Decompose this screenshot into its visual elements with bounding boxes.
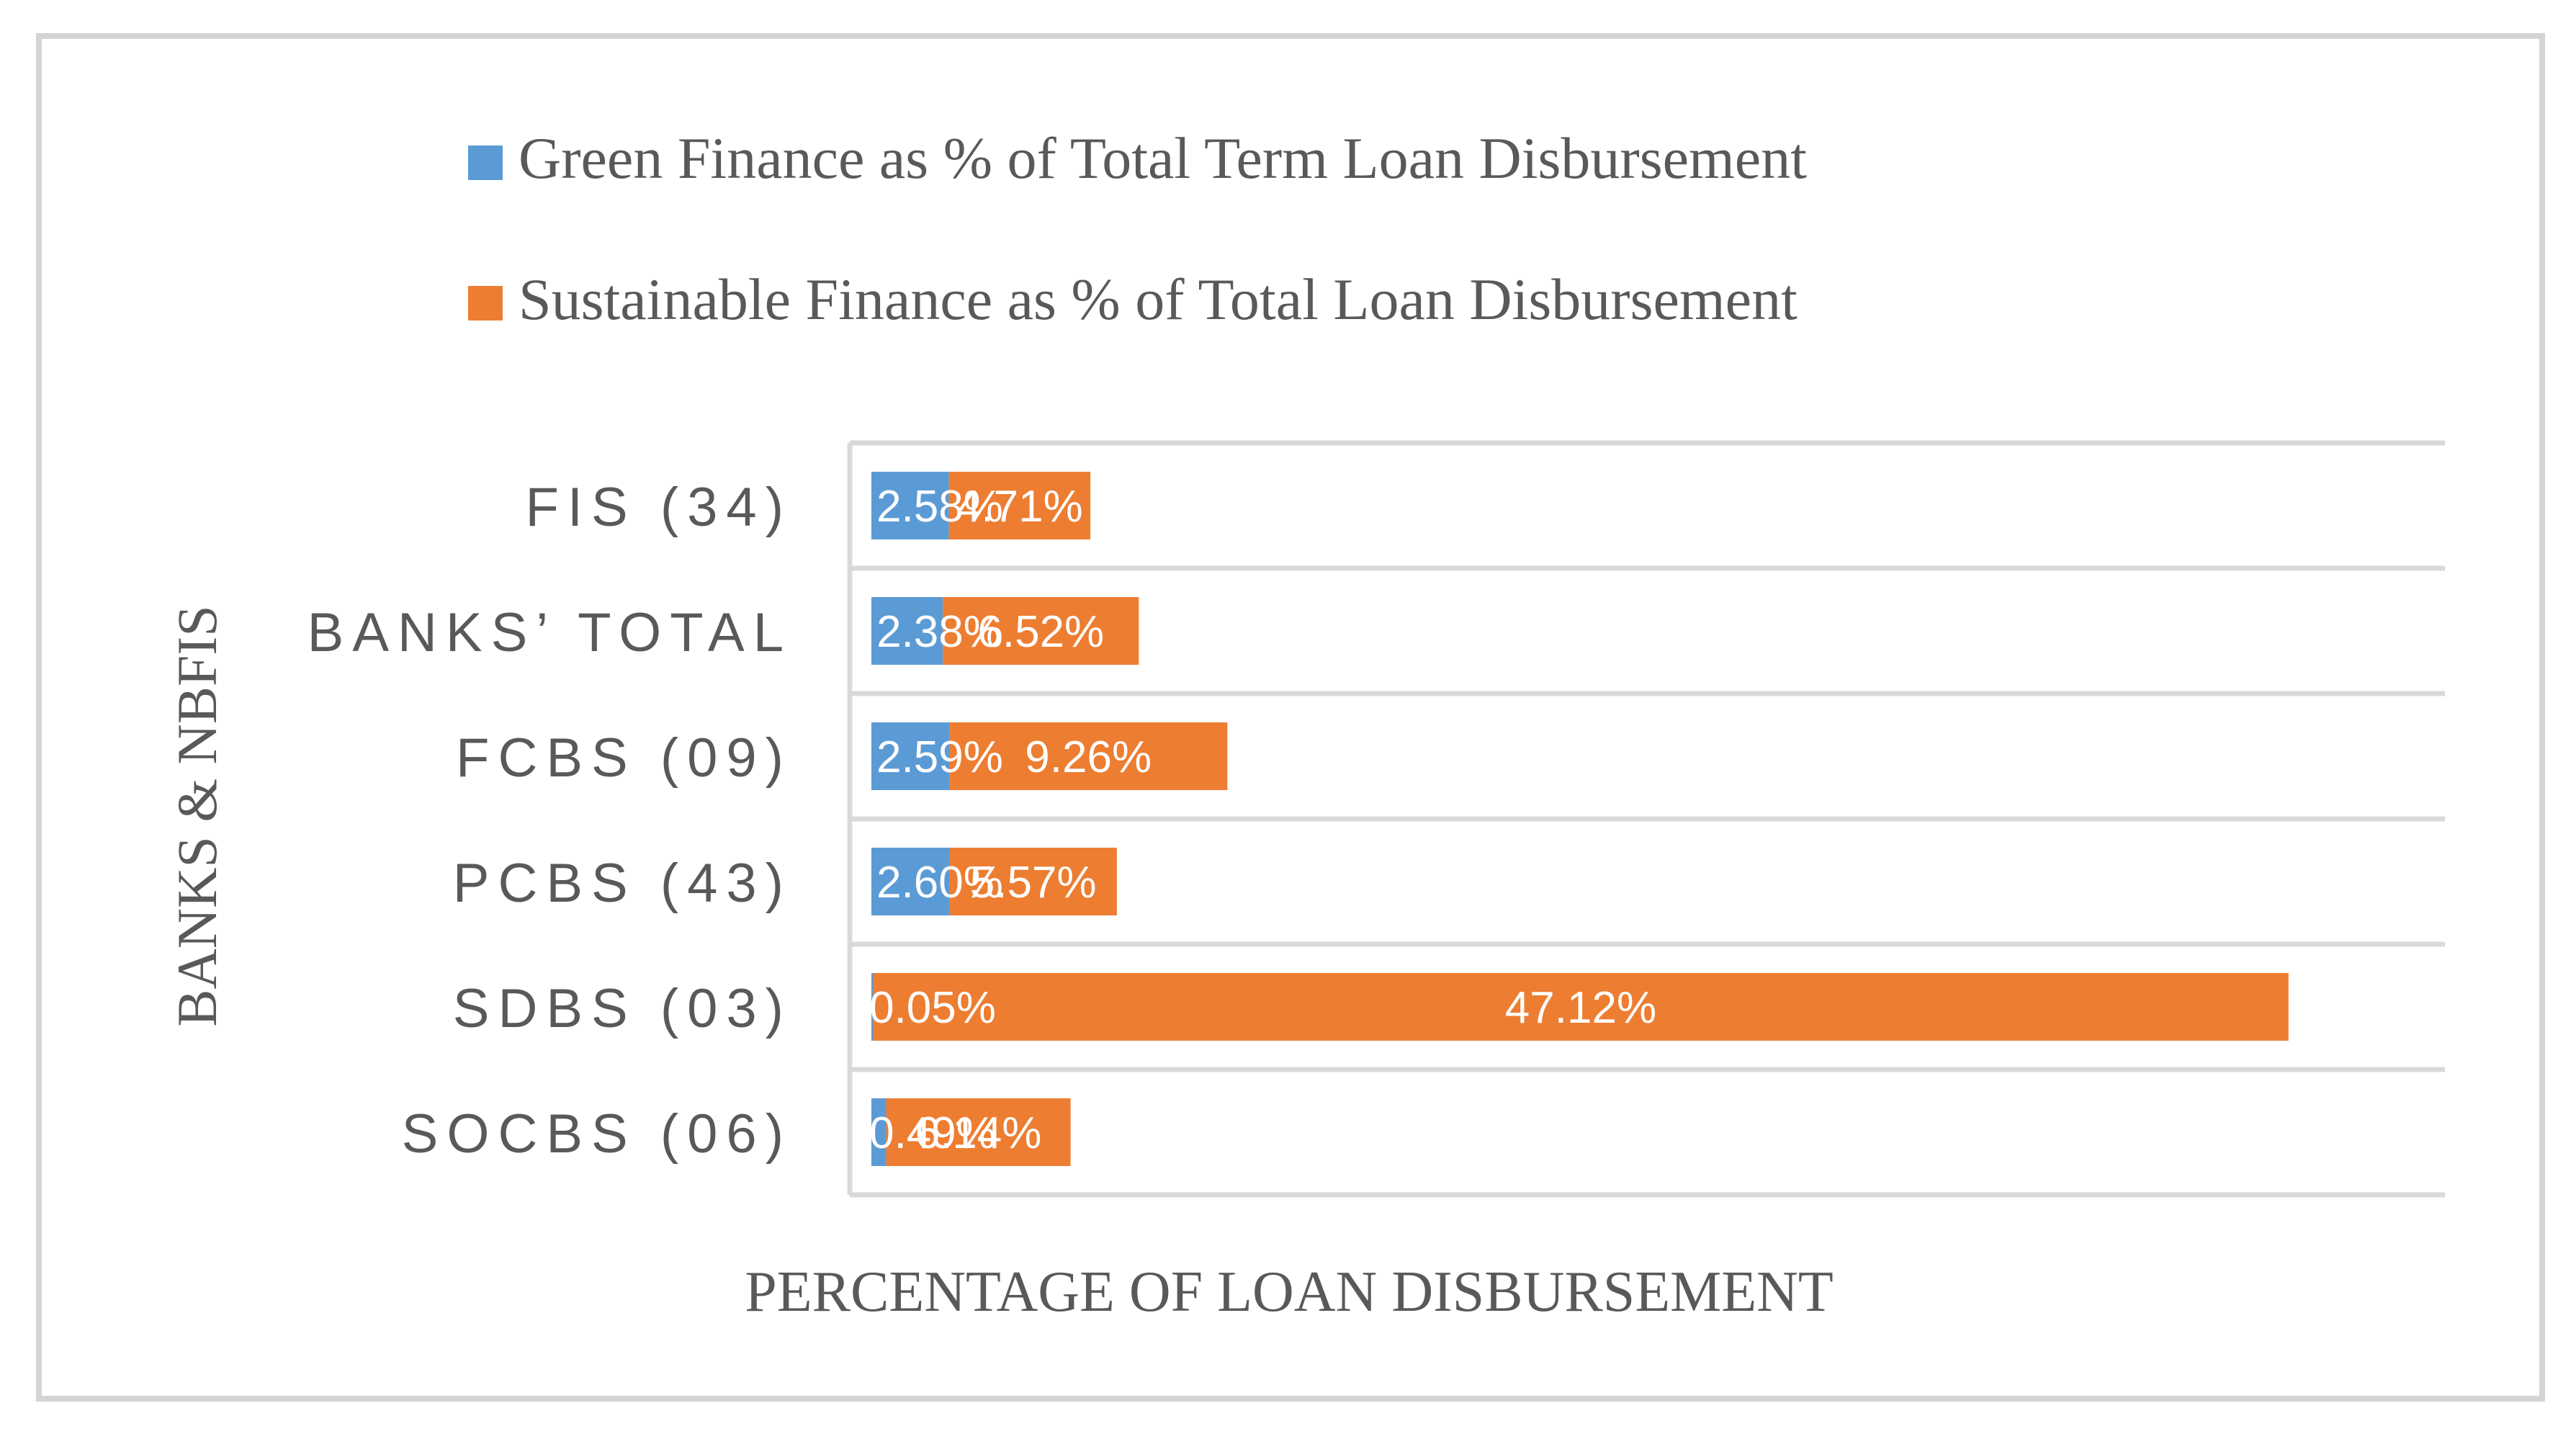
data-label: 2.38% [876, 607, 1003, 657]
legend: Green Finance as % of Total Term Loan Di… [468, 125, 1807, 332]
bar-segment [948, 472, 1091, 539]
bar-segment [871, 848, 950, 915]
bar-segment [873, 973, 2289, 1041]
bar-segment [871, 1098, 887, 1166]
bar-segment [949, 722, 1228, 790]
category-label: FIS (34) [526, 477, 793, 538]
category-label: SDBS (03) [453, 978, 792, 1039]
legend-swatch-sustainable [468, 286, 503, 320]
chart-frame [36, 33, 2545, 1402]
data-label: 2.58% [876, 482, 1003, 532]
data-label: 0.05% [869, 983, 996, 1033]
category-label: BANKS’ TOTAL [308, 602, 792, 663]
category-label: SOCBS (06) [402, 1103, 792, 1165]
bar-segment [871, 472, 949, 539]
bar-segment [871, 597, 943, 665]
y-axis-title: BANKS & NBFIS [166, 605, 228, 1026]
bar-segment [886, 1098, 1071, 1166]
data-label: 2.60% [876, 858, 1003, 907]
data-label: 2.59% [876, 732, 1003, 782]
bar-segment [943, 597, 1139, 665]
category-labels: FIS (34) BANKS’ TOTAL FCBS (09) PCBS (43) SD… [308, 477, 793, 1165]
data-label: 5.57% [970, 858, 1097, 907]
gridlines [847, 440, 2445, 1198]
bar-segment [871, 722, 950, 790]
x-axis-title: PERCENTAGE OF LOAN DISBURSEMENT [745, 1260, 1833, 1324]
data-label: 6.52% [977, 607, 1104, 657]
data-label: 47.12% [1505, 983, 1656, 1033]
data-label: 6.14% [915, 1108, 1042, 1158]
data-label: 4.71% [956, 482, 1083, 532]
legend-label-sustainable: Sustainable Finance as % of Total Loan D… [519, 266, 1798, 332]
bar-segment [949, 848, 1117, 915]
category-label: FCBS (09) [456, 727, 792, 789]
category-label: PCBS (43) [453, 853, 792, 914]
legend-label-green: Green Finance as % of Total Term Loan Di… [519, 125, 1807, 191]
bars: 2.58%4.71% 2.38%6.52% 2.59% 9.26% 2.60%5.57%… [869, 472, 2289, 1166]
legend-swatch-green [468, 145, 503, 180]
data-label: 9.26% [1025, 732, 1152, 782]
bar-segment [871, 973, 874, 1041]
data-label: 0.49% [869, 1108, 996, 1158]
